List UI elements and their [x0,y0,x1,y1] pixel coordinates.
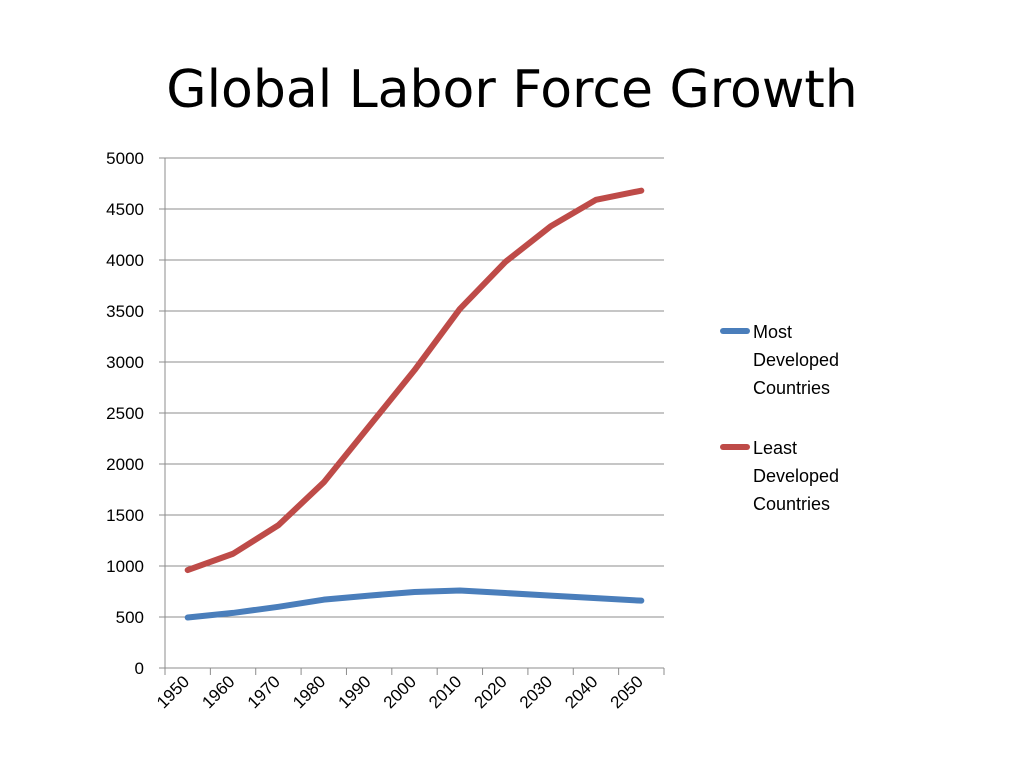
y-tick-label: 0 [135,659,144,678]
series-lines [184,187,645,621]
y-tick-label: 3500 [106,302,144,321]
legend-swatch-most-developed [720,328,750,334]
legend-swatch-least-developed [720,444,750,450]
series-line-least-developed [184,187,645,574]
x-tick-label: 2030 [516,672,556,712]
axes [159,157,665,675]
y-tick-label: 500 [116,608,144,627]
x-tick-label: 2010 [425,672,465,712]
y-tick-label: 2500 [106,404,144,423]
y-tick-label: 4000 [106,251,144,270]
x-tick-label: 2000 [380,672,420,712]
legend-item-most-developed: Most Developed Countries [720,318,890,402]
y-tick-label: 4500 [106,200,144,219]
y-tick-label: 1000 [106,557,144,576]
y-tick-label: 1500 [106,506,144,525]
x-tick-label: 1970 [244,672,284,712]
x-tick-label: 2050 [607,672,647,712]
gridlines [165,157,664,618]
x-tick-label: 2020 [471,672,511,712]
series-line-most-developed [184,587,645,621]
chart-title: Global Labor Force Growth [166,60,858,120]
x-tick-label: 2040 [561,672,601,712]
x-tick-label: 1950 [153,672,193,712]
legend: Most Developed Countries Least Developed… [720,318,890,550]
legend-label: Most Developed Countries [753,322,840,398]
legend-item-least-developed: Least Developed Countries [720,434,890,518]
tick-labels: 0 500 1000 1500 2000 2500 3000 3500 4000 4500 5000… [106,149,647,712]
y-tick-label: 2000 [106,455,144,474]
x-tick-label: 1980 [289,672,329,712]
y-tick-label: 3000 [106,353,144,372]
legend-label: Least Developed Countries [753,438,840,514]
y-tick-label: 5000 [106,149,144,168]
x-tick-label: 1990 [334,672,374,712]
x-tick-label: 1960 [198,672,238,712]
